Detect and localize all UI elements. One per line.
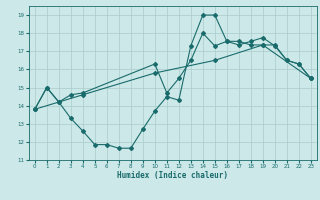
X-axis label: Humidex (Indice chaleur): Humidex (Indice chaleur)	[117, 171, 228, 180]
